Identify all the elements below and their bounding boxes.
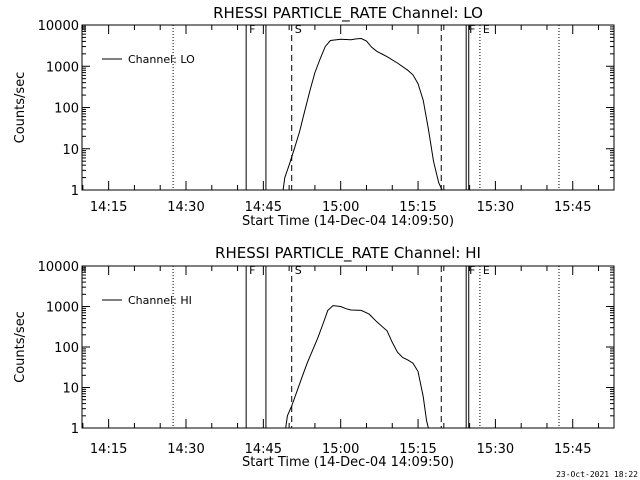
x-tick-label: 15:45 <box>554 442 591 457</box>
x-axis-label: Start Time (14-Dec-04 14:09:50) <box>242 214 454 229</box>
x-tick-label: 15:15 <box>399 442 436 457</box>
legend-label: Channel: LO <box>128 53 195 66</box>
y-tick-label: 1 <box>71 184 79 199</box>
event-marker-label: E <box>483 23 490 36</box>
series-line <box>282 37 443 191</box>
y-tick-label: 100 <box>54 341 79 356</box>
x-tick-label: 14:45 <box>245 200 282 215</box>
chart-title: RHESSI PARTICLE_RATE Channel: HI <box>215 244 481 263</box>
legend-label: Channel: HI <box>128 294 192 307</box>
x-tick-label: 15:45 <box>554 200 591 215</box>
event-marker-label: F <box>249 23 255 36</box>
y-tick-label: 1 <box>71 422 79 437</box>
x-tick-label: 15:00 <box>322 442 359 457</box>
event-marker-label: S <box>295 23 302 36</box>
series-line <box>285 305 429 429</box>
x-tick-label: 15:15 <box>399 200 436 215</box>
y-tick-label: 10000 <box>38 260 79 275</box>
x-tick-label: 15:30 <box>477 200 514 215</box>
x-axis-label: Start Time (14-Dec-04 14:09:50) <box>242 455 454 470</box>
x-tick-label: 15:00 <box>322 200 359 215</box>
footer-date: 23-Oct-2021 18:22 <box>556 470 638 479</box>
x-tick-label: 15:30 <box>477 442 514 457</box>
plot-frame <box>81 265 615 429</box>
x-tick-label: 14:30 <box>167 200 204 215</box>
y-tick-label: 100 <box>54 102 79 117</box>
y-tick-label: 1000 <box>46 301 79 316</box>
y-tick-label: 10 <box>62 382 79 397</box>
chart-title: RHESSI PARTICLE_RATE Channel: LO <box>213 4 483 23</box>
event-marker-label: F <box>469 264 475 277</box>
y-tick-label: 10000 <box>38 19 79 34</box>
y-tick-label: 1000 <box>46 60 79 75</box>
event-marker-label: F <box>469 23 475 36</box>
event-marker-label: E <box>483 264 490 277</box>
y-tick-label: 10 <box>62 143 79 158</box>
x-tick-label: 14:15 <box>90 442 127 457</box>
plot-frame <box>81 24 615 191</box>
y-axis-label: Counts/sec <box>13 72 28 144</box>
event-marker-label: F <box>249 264 255 277</box>
x-tick-label: 14:15 <box>90 200 127 215</box>
y-axis-label: Counts/sec <box>13 311 28 383</box>
event-marker-label: S <box>295 264 302 277</box>
x-tick-label: 14:30 <box>167 442 204 457</box>
x-tick-label: 14:45 <box>245 442 282 457</box>
